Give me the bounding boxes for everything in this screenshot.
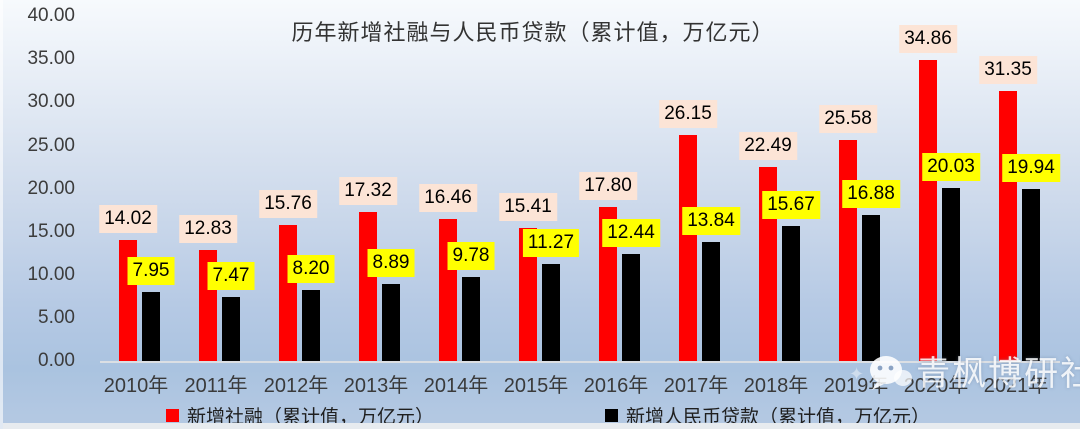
bottom-strip <box>3 423 1080 429</box>
bar-rmb-loans <box>942 188 960 361</box>
bar-rmb-loans <box>462 276 480 361</box>
bar-social-financing <box>519 228 537 361</box>
bar-value-label: 12.44 <box>602 218 660 247</box>
bar-social-financing <box>919 60 937 361</box>
y-axis-label: 20.00 <box>27 177 75 199</box>
legend-item-rmb-loans: 新增人民币贷款（累计值，万亿元） <box>605 402 930 429</box>
y-axis-label: 10.00 <box>27 263 75 285</box>
wechat-icon <box>870 356 913 390</box>
bar-value-label: 7.47 <box>207 261 255 290</box>
bar-value-label: 9.78 <box>447 241 495 270</box>
legend-label: 新增人民币贷款（累计值，万亿元） <box>626 407 931 428</box>
y-axis-label: 35.00 <box>27 48 75 70</box>
x-axis-label: 2012年 <box>263 375 329 397</box>
x-axis-label: 2018年 <box>743 375 809 397</box>
bar-rmb-loans <box>542 263 560 361</box>
bar-value-label: 14.02 <box>99 205 157 234</box>
bar-value-label: 15.41 <box>499 193 557 222</box>
bar-value-label: 13.84 <box>682 206 740 235</box>
bar-value-label: 25.58 <box>819 105 877 134</box>
legend-label: 新增社融（累计值，万亿元） <box>187 407 435 428</box>
bar-rmb-loans <box>302 290 320 361</box>
x-axis-label: 2013年 <box>343 375 409 397</box>
x-axis-label: 2014年 <box>423 375 489 397</box>
bar-value-label: 7.95 <box>127 257 175 286</box>
x-axis-label: 2016年 <box>583 375 649 397</box>
y-axis-label: 0.00 <box>38 350 75 371</box>
legend-item-social-financing: 新增社融（累计值，万亿元） <box>166 402 434 429</box>
watermark: ✦ 青枫博研社 <box>849 350 1080 398</box>
chart-title: 历年新增社融与人民币贷款（累计值，万亿元） <box>291 20 775 45</box>
y-axis-label: 15.00 <box>27 220 75 242</box>
legend-swatch-red <box>166 409 179 422</box>
bar-value-label: 26.15 <box>659 100 717 129</box>
bar-rmb-loans <box>862 215 880 361</box>
bar-value-label: 8.20 <box>287 255 335 284</box>
bar-value-label: 34.86 <box>899 25 957 54</box>
bar-value-label: 12.83 <box>179 215 237 244</box>
x-axis-label: 2010年 <box>103 375 169 397</box>
bar-social-financing <box>439 219 457 361</box>
y-axis-label: 30.00 <box>27 91 75 113</box>
bar-value-label: 8.89 <box>367 249 415 278</box>
bar-value-label: 22.49 <box>739 132 797 161</box>
bar-value-label: 20.03 <box>922 153 980 182</box>
bar-value-label: 17.80 <box>579 172 637 201</box>
bar-social-financing <box>839 140 857 361</box>
bar-value-label: 19.94 <box>1002 154 1060 183</box>
bar-value-label: 11.27 <box>522 228 580 257</box>
bar-rmb-loans <box>222 296 240 361</box>
y-axis-label: 5.00 <box>38 306 75 328</box>
x-axis-label: 2019年 <box>823 375 889 397</box>
y-axis-label: 40.00 <box>27 5 75 27</box>
bar-rmb-loans <box>1022 189 1040 361</box>
bar-social-financing <box>279 225 297 361</box>
x-axis-label: 2011年 <box>184 375 248 397</box>
bar-value-label: 17.32 <box>339 176 397 205</box>
x-axis-label: 2015年 <box>503 375 569 397</box>
y-axis-label: 25.00 <box>27 134 75 156</box>
bar-value-label: 15.67 <box>762 190 820 219</box>
bar-rmb-loans <box>382 284 400 361</box>
bar-rmb-loans <box>782 225 800 361</box>
bar-social-financing <box>679 135 697 361</box>
bar-value-label: 16.88 <box>842 180 900 209</box>
watermark-text: 青枫博研社 <box>916 355 1080 393</box>
bar-rmb-loans <box>622 253 640 361</box>
x-axis-line <box>100 361 1060 363</box>
sparkle-icon: ✦ <box>849 364 865 384</box>
bar-value-label: 31.35 <box>979 55 1037 84</box>
bar-value-label: 15.76 <box>259 190 317 219</box>
bar-social-financing <box>999 90 1017 361</box>
bar-rmb-loans <box>142 292 160 361</box>
x-axis-label: 2017年 <box>663 375 729 397</box>
bar-value-label: 16.46 <box>419 184 477 213</box>
x-axis-label: 2020年 <box>903 375 969 397</box>
legend-swatch-black <box>605 409 618 422</box>
bar-social-financing <box>359 211 377 361</box>
x-axis-label: 2021年 <box>983 375 1049 397</box>
bar-rmb-loans <box>702 241 720 361</box>
